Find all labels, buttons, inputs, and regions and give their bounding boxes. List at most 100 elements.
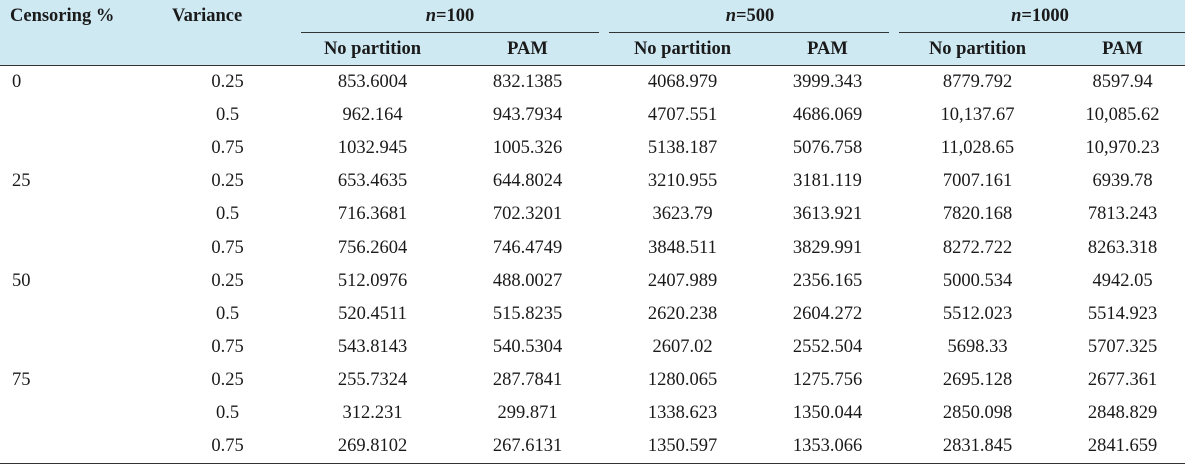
cell-no-partition: 269.8102 [295, 430, 450, 465]
cell-no-partition: 5000.534 [942, 270, 1013, 291]
cell-no-partition: 5138.187 [647, 138, 718, 159]
group-n-symbol: n [425, 6, 436, 26]
group-underline [899, 32, 1185, 33]
cell-pam: 5514.923 [1087, 303, 1158, 324]
group-underline [609, 32, 889, 33]
cell-pam: 746.4749 [492, 237, 563, 258]
table-body: 0 0.25 853.6004 832.1385 4068.979 3999.343 877… [0, 66, 1185, 465]
header-group-n100: n=100 [295, 0, 605, 33]
cell-pam: 4686.069 [792, 105, 863, 126]
cell-pam: 943.7934 [492, 105, 563, 126]
cell-variance: 0.25 [211, 171, 244, 192]
cell-pam: 3613.921 [792, 204, 863, 225]
table-row: 0.5 312.231 299.871 1338.623 1350.044 2850.09… [0, 397, 1185, 430]
cell-pam: 6939.78 [1092, 171, 1153, 192]
cell-no-partition: 4068.979 [647, 72, 718, 93]
table-row: 0.75 1032.945 1005.326 5138.187 5076.758 11,0… [0, 132, 1185, 165]
cell-pam: 1350.044 [792, 402, 863, 423]
cell-no-partition: 962.164 [342, 105, 403, 126]
cell-no-partition: 3623.79 [652, 204, 713, 225]
cell-no-partition: 2850.098 [942, 402, 1013, 423]
cell-censoring [0, 231, 160, 264]
cell-pam: 702.3201 [492, 204, 563, 225]
cell-pam: 2677.361 [1087, 369, 1158, 390]
header-variance: Variance [160, 0, 295, 33]
cell-no-partition: 1350.597 [605, 430, 760, 465]
header-pam: PAM [450, 33, 605, 66]
cell-no-partition: 1032.945 [337, 138, 408, 159]
cell-variance: 0.5 [215, 204, 240, 225]
cell-variance: 0.25 [211, 72, 244, 93]
cell-no-partition: 653.4635 [337, 171, 408, 192]
cell-no-partition: 255.7324 [337, 369, 408, 390]
cell-no-partition: 3210.955 [647, 171, 718, 192]
header-group-n500: n=500 [605, 0, 895, 33]
table-row: 0 0.25 853.6004 832.1385 4068.979 3999.343 877… [0, 66, 1185, 100]
cell-no-partition: 512.0976 [337, 270, 408, 291]
cell-pam: 10,970.23 [1085, 138, 1160, 159]
cell-no-partition: 2695.128 [942, 369, 1013, 390]
cell-censoring: 25 [12, 171, 31, 192]
cell-censoring [0, 430, 160, 465]
cell-pam: 2841.659 [1060, 430, 1185, 465]
cell-pam: 7813.243 [1087, 204, 1158, 225]
cell-no-partition: 3848.511 [648, 237, 717, 258]
header-row-subcolumns: No partition PAM No partition PAM No par… [0, 33, 1185, 66]
cell-pam: 488.0027 [492, 270, 563, 291]
header-no-partition: No partition [295, 33, 450, 66]
cell-censoring [0, 397, 160, 430]
table-row: 0.75 756.2604 746.4749 3848.511 3829.991 8272… [0, 231, 1185, 264]
header-no-partition: No partition [895, 33, 1060, 66]
cell-variance: 0.25 [211, 369, 244, 390]
cell-pam: 3829.991 [792, 237, 863, 258]
group-underline [301, 32, 599, 33]
group-n-value: =1000 [1021, 6, 1069, 26]
cell-variance: 0.75 [211, 138, 244, 159]
cell-variance: 0.5 [215, 303, 240, 324]
cell-censoring [0, 132, 160, 165]
cell-no-partition: 1280.065 [647, 369, 718, 390]
group-n-value: =500 [736, 6, 775, 26]
header-pam: PAM [760, 33, 895, 66]
header-blank [160, 33, 295, 66]
cell-pam: 8597.94 [1092, 72, 1153, 93]
cell-censoring [0, 99, 160, 132]
cell-no-partition: 8779.792 [942, 72, 1013, 93]
cell-no-partition: 520.4511 [338, 303, 407, 324]
header-row-groups: Censoring % Variance n=100 n=500 n=1000 [0, 0, 1185, 33]
cell-no-partition: 716.3681 [337, 204, 408, 225]
cell-no-partition: 7820.168 [942, 204, 1013, 225]
table-row: 0.75 269.8102 267.6131 1350.597 1353.066 2831… [0, 430, 1185, 465]
cell-pam: 2848.829 [1087, 402, 1158, 423]
cell-no-partition: 11,028.65 [940, 138, 1015, 159]
header-pam: PAM [1060, 33, 1185, 66]
group-n-symbol: n [1011, 6, 1022, 26]
table-row: 0.75 543.8143 540.5304 2607.02 2552.504 5698.… [0, 331, 1185, 364]
header-group-n1000: n=1000 [895, 0, 1185, 33]
cell-no-partition: 853.6004 [337, 72, 408, 93]
cell-censoring: 0 [12, 72, 22, 93]
table-row: 0.5 716.3681 702.3201 3623.79 3613.921 7820.1… [0, 198, 1185, 231]
cell-no-partition: 1338.623 [647, 402, 718, 423]
group-n-symbol: n [725, 6, 736, 26]
header-censoring: Censoring % [0, 0, 160, 33]
header-blank [0, 33, 160, 66]
table-row: 25 0.25 653.4635 644.8024 3210.955 3181.119 70… [0, 165, 1185, 198]
cell-pam: 4942.05 [1092, 270, 1153, 291]
cell-pam: 1275.756 [792, 369, 863, 390]
cell-variance: 0.75 [211, 336, 244, 357]
header-no-partition: No partition [605, 33, 760, 66]
cell-no-partition: 2607.02 [652, 336, 713, 357]
cell-variance: 0.5 [215, 402, 240, 423]
cell-no-partition: 7007.161 [942, 171, 1013, 192]
cell-pam: 1005.326 [492, 138, 563, 159]
table-row: 75 0.25 255.7324 287.7841 1280.065 1275.756 26… [0, 364, 1185, 397]
cell-pam: 2552.504 [792, 336, 863, 357]
cell-censoring [0, 331, 160, 364]
cell-no-partition: 10,137.67 [940, 105, 1015, 126]
cell-no-partition: 5698.33 [947, 336, 1008, 357]
cell-no-partition: 2831.845 [895, 430, 1060, 465]
cell-variance: 0.5 [215, 105, 240, 126]
cell-no-partition: 8272.722 [942, 237, 1013, 258]
cell-censoring [0, 298, 160, 331]
